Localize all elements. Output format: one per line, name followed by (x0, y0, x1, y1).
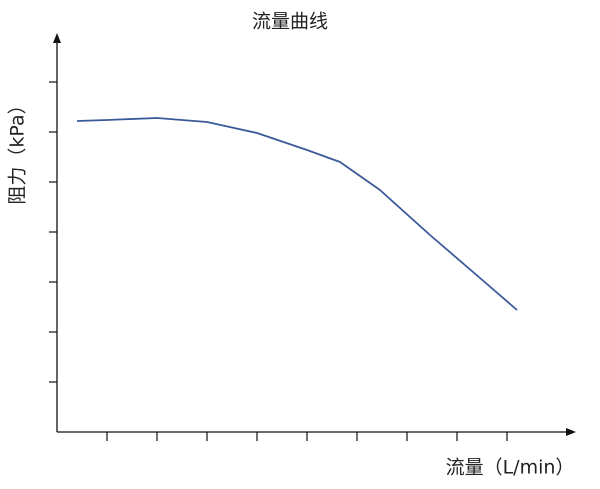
y-axis-arrow (53, 33, 61, 43)
chart-title: 流量曲线 (252, 11, 328, 33)
series-line (76, 117, 518, 311)
y-axis-label: 阻力（kPa） (7, 95, 29, 204)
x-axis-label: 流量（L/min） (446, 457, 575, 479)
x-axis-arrow (566, 428, 576, 436)
